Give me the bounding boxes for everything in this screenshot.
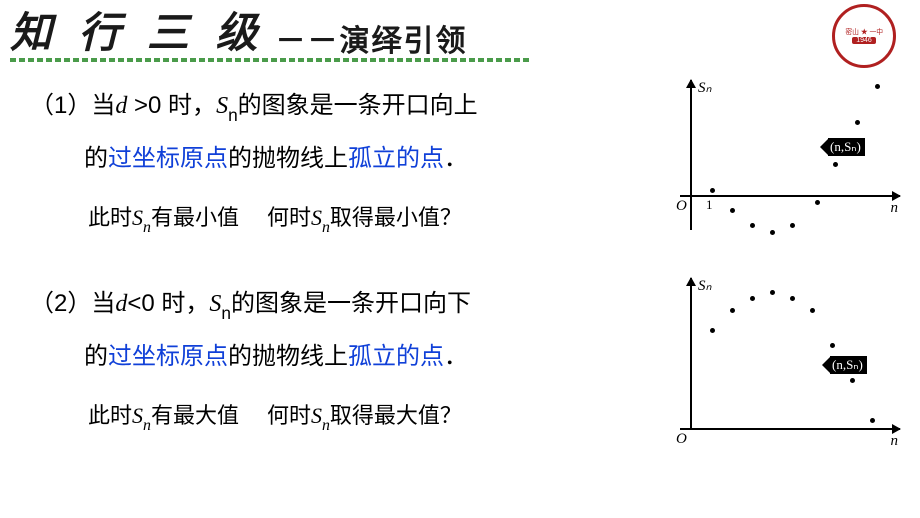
g1-origin: O [676,198,687,215]
data-point [710,328,715,333]
s1-l2c: 的抛物线上 [228,145,348,172]
data-point [730,308,735,313]
g1-one: 1 [706,197,713,213]
s2-l2d: 孤立的点 [348,343,444,370]
s1-line3: 此时Sn有最小值何时Sn取得最小值？ [30,200,640,235]
data-point [730,208,735,213]
data-point [875,84,880,89]
section-2: （2）当d<0 时，Sn的图象是一条开口向下 的过坐标原点的抛物线上孤立的点． … [30,278,900,448]
s1-l3-n2: n [322,219,330,236]
s1-l3-n1: n [143,219,151,236]
s2-l3-S1: S [132,403,143,428]
content: （1）当d >0 时，Sn的图象是一条开口向上 的过坐标原点的抛物线上孤立的点．… [0,60,920,448]
s2-line2: 的过坐标原点的抛物线上孤立的点． [30,331,640,384]
s2-l2c: 的抛物线上 [228,343,348,370]
school-logo: 密山 ★ 一中 1946 [832,4,896,68]
s1-l2d: 孤立的点 [348,145,444,172]
g2-tag-text: (n,Sₙ) [832,357,863,373]
logo-text-top: 密山 ★ 一中 [845,28,883,35]
s2-l3c: 何时 [267,403,311,428]
g1-axis-x [680,195,900,197]
s1-line2: 的过坐标原点的抛物线上孤立的点． [30,133,640,186]
section-1: （1）当d >0 时，Sn的图象是一条开口向上 的过坐标原点的抛物线上孤立的点．… [30,80,900,250]
graph-2: Sₙ n O (n,Sₙ) [650,278,900,448]
data-point [750,296,755,301]
section-2-text: （2）当d<0 时，Sn的图象是一条开口向下 的过坐标原点的抛物线上孤立的点． … [30,278,650,448]
data-point [810,308,815,313]
title-main: 知 行 三 级 [10,0,276,60]
s1-l2e: ． [444,145,468,172]
s2-l3-n2: n [322,417,330,434]
s1-S: S [216,93,228,119]
s2-prefix: （2）当 [30,290,115,317]
s2-n: n [221,303,231,323]
s2-l3-S2: S [311,403,322,428]
data-point [833,162,838,167]
data-point [750,223,755,228]
g2-axis-x [680,428,900,430]
s1-l3b: 有最小值 [151,205,239,230]
s1-d: d [115,93,127,119]
s2-l2b: 过坐标原点 [108,343,228,370]
s1-l3c: 何时 [267,205,311,230]
s1-prefix: （1）当 [30,92,115,119]
g1-xlabel: n [891,200,899,217]
data-point [790,296,795,301]
g1-axis-y [690,80,692,230]
s1-l3-S2: S [311,205,322,230]
data-point [855,120,860,125]
s2-line1: （2）当d<0 时，Sn的图象是一条开口向下 [30,278,640,331]
g2-tag: (n,Sₙ) [830,356,867,374]
data-point [850,378,855,383]
g2-axis-y [690,278,692,428]
s1-after: 的图象是一条开口向上 [238,92,478,119]
s2-d: d [115,291,127,317]
data-point [870,418,875,423]
s2-after: 的图象是一条开口向下 [231,290,471,317]
s2-l2e: ． [444,343,468,370]
g2-xlabel: n [891,433,899,450]
section-1-graph-col: Sₙ n O 1 (n,Sₙ) [650,80,900,250]
header: 知 行 三 级 －－演绎引领 密山 ★ 一中 1946 [0,0,920,60]
section-1-text: （1）当d >0 时，Sn的图象是一条开口向上 的过坐标原点的抛物线上孤立的点．… [30,80,650,250]
data-point [790,223,795,228]
s2-l3b: 有最大值 [151,403,239,428]
s2-l2a: 的 [84,343,108,370]
s1-l3-S1: S [132,205,143,230]
data-point [770,230,775,235]
g1-tag: (n,Sₙ) [828,138,865,156]
data-point [830,343,835,348]
data-point [770,290,775,295]
s2-S: S [209,291,221,317]
g2-ylabel: Sₙ [698,276,711,295]
s1-l2b: 过坐标原点 [108,145,228,172]
graph-1: Sₙ n O 1 (n,Sₙ) [650,80,900,250]
g1-ylabel: Sₙ [698,78,711,97]
s1-op: >0 时， [127,92,216,119]
s2-op: <0 时， [127,290,209,317]
s1-l3a: 此时 [88,205,132,230]
s1-line1: （1）当d >0 时，Sn的图象是一条开口向上 [30,80,640,133]
s2-l3d: 取得最大值？ [330,403,462,428]
s2-l3-n1: n [143,417,151,434]
title-underline [10,58,530,62]
section-2-graph-col: Sₙ n O (n,Sₙ) [650,278,900,448]
s1-l2a: 的 [84,145,108,172]
g2-origin: O [676,431,687,448]
title-sub: －－演绎引领 [276,16,468,60]
logo-year: 1946 [852,37,876,45]
data-point [815,200,820,205]
s2-line3: 此时Sn有最大值何时Sn取得最大值？ [30,398,640,433]
s2-l3a: 此时 [88,403,132,428]
g1-tag-text: (n,Sₙ) [830,139,861,155]
s1-l3d: 取得最小值？ [330,205,462,230]
s1-n: n [228,105,238,125]
data-point [710,188,715,193]
